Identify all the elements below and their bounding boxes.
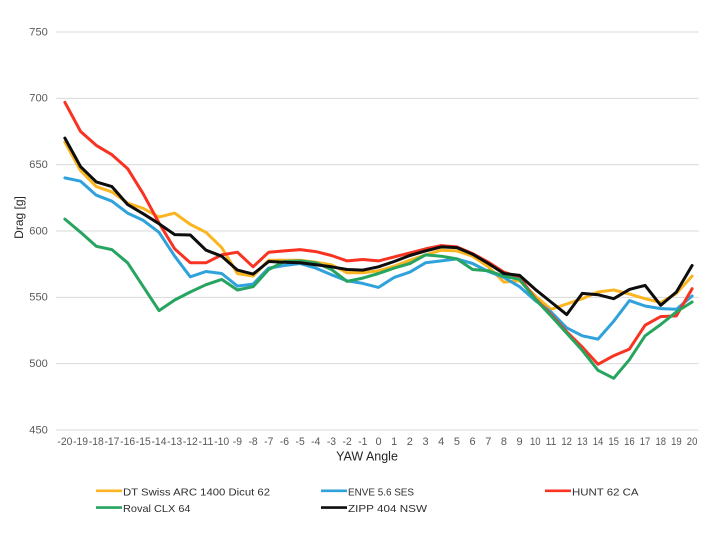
svg-text:-5: -5 <box>296 436 305 448</box>
svg-text:7: 7 <box>485 436 491 448</box>
svg-text:-18: -18 <box>89 436 104 448</box>
svg-text:19: 19 <box>671 436 682 448</box>
svg-text:5: 5 <box>454 436 460 448</box>
svg-text:450: 450 <box>29 424 48 436</box>
svg-text:-6: -6 <box>280 436 289 448</box>
svg-text:2: 2 <box>407 436 413 448</box>
svg-text:-4: -4 <box>311 436 320 448</box>
svg-text:8: 8 <box>501 436 507 448</box>
svg-text:14: 14 <box>593 436 604 448</box>
svg-text:-19: -19 <box>73 436 88 448</box>
svg-text:15: 15 <box>608 436 619 448</box>
svg-text:13: 13 <box>577 436 588 448</box>
svg-text:3: 3 <box>422 436 428 448</box>
svg-text:DT Swiss ARC 1400 Dicut 62: DT Swiss ARC 1400 Dicut 62 <box>123 486 270 498</box>
svg-text:17: 17 <box>640 436 651 448</box>
svg-text:4: 4 <box>438 436 444 448</box>
svg-text:750: 750 <box>29 26 48 38</box>
svg-text:20: 20 <box>687 436 698 448</box>
svg-text:-7: -7 <box>264 436 273 448</box>
svg-text:ENVE 5.6 SES: ENVE 5.6 SES <box>348 486 414 498</box>
svg-text:-11: -11 <box>199 436 214 448</box>
svg-text:-16: -16 <box>120 436 135 448</box>
svg-text:-3: -3 <box>327 436 336 448</box>
svg-text:-12: -12 <box>183 436 198 448</box>
svg-text:-8: -8 <box>248 436 257 448</box>
svg-text:Roval CLX 64: Roval CLX 64 <box>123 503 191 515</box>
svg-text:18: 18 <box>655 436 666 448</box>
svg-text:600: 600 <box>29 225 48 237</box>
svg-text:-15: -15 <box>136 436 151 448</box>
svg-text:-2: -2 <box>343 436 352 448</box>
svg-text:-17: -17 <box>104 436 119 448</box>
svg-text:-10: -10 <box>214 436 229 448</box>
svg-text:6: 6 <box>470 436 476 448</box>
svg-text:-9: -9 <box>233 436 242 448</box>
svg-text:650: 650 <box>29 159 48 171</box>
svg-text:9: 9 <box>517 436 523 448</box>
svg-text:10: 10 <box>530 436 541 448</box>
svg-text:-1: -1 <box>358 436 367 448</box>
svg-text:12: 12 <box>561 436 572 448</box>
svg-text:HUNT 62 CA: HUNT 62 CA <box>572 486 639 498</box>
svg-text:-20: -20 <box>57 436 72 448</box>
svg-text:500: 500 <box>29 358 48 370</box>
svg-text:ZIPP 404 NSW: ZIPP 404 NSW <box>348 503 427 515</box>
svg-text:550: 550 <box>29 292 48 304</box>
svg-text:YAW Angle: YAW Angle <box>336 450 398 464</box>
svg-text:-14: -14 <box>151 436 166 448</box>
svg-text:16: 16 <box>624 436 635 448</box>
svg-text:11: 11 <box>546 436 557 448</box>
svg-text:0: 0 <box>375 436 381 448</box>
svg-text:700: 700 <box>29 93 48 105</box>
svg-text:1: 1 <box>391 436 397 448</box>
svg-text:Drag [g]: Drag [g] <box>12 196 26 239</box>
svg-text:-13: -13 <box>167 436 182 448</box>
